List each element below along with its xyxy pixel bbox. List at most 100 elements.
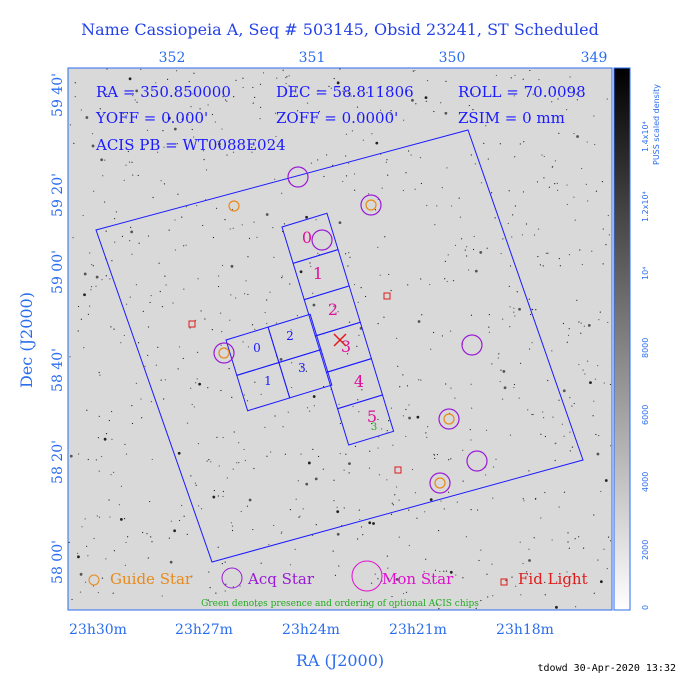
star-dot bbox=[543, 177, 545, 179]
star-dot bbox=[562, 322, 565, 325]
star-dot bbox=[289, 283, 291, 285]
star-dot bbox=[608, 234, 610, 236]
note: Green denotes presence and ordering of o… bbox=[201, 599, 479, 609]
star-dot bbox=[129, 240, 131, 242]
star-dot bbox=[480, 599, 482, 602]
star-dot bbox=[312, 292, 314, 294]
star-dot bbox=[362, 121, 364, 123]
star-dot bbox=[408, 544, 410, 547]
star-dot bbox=[174, 219, 176, 221]
bottom-tick: 23h21m bbox=[389, 622, 447, 638]
i-chip-label: 0 bbox=[253, 341, 261, 355]
star-dot bbox=[495, 74, 498, 77]
star-dot bbox=[569, 450, 571, 452]
star-dot bbox=[426, 204, 428, 207]
star-dot bbox=[164, 379, 167, 381]
star-dot bbox=[444, 278, 446, 280]
star-dot bbox=[189, 121, 191, 123]
star-dot bbox=[91, 264, 93, 266]
star-dot bbox=[313, 405, 315, 407]
star-dot bbox=[81, 526, 83, 528]
star-dot bbox=[609, 540, 612, 542]
star-dot bbox=[378, 474, 381, 476]
star-dot bbox=[528, 559, 531, 562]
star-field bbox=[68, 68, 612, 610]
star-dot bbox=[176, 143, 178, 145]
star-dot bbox=[509, 326, 511, 328]
star-dot bbox=[403, 119, 405, 121]
star-dot bbox=[472, 248, 475, 251]
star-dot bbox=[109, 278, 111, 280]
star-dot bbox=[326, 154, 328, 156]
star-dot bbox=[369, 450, 371, 452]
star-dot bbox=[554, 459, 556, 462]
star-dot bbox=[526, 571, 528, 573]
star-dot bbox=[370, 86, 372, 88]
star-dot bbox=[593, 400, 595, 402]
star-dot bbox=[106, 68, 108, 70]
star-dot bbox=[115, 211, 117, 213]
star-dot bbox=[195, 382, 197, 384]
star-dot bbox=[377, 418, 379, 421]
star-dot bbox=[581, 263, 583, 266]
star-dot bbox=[547, 379, 549, 382]
star-dot bbox=[441, 335, 444, 337]
star-dot bbox=[141, 417, 143, 419]
star-dot bbox=[491, 563, 493, 565]
star-dot bbox=[552, 87, 555, 89]
star-dot bbox=[285, 77, 287, 79]
star-dot bbox=[205, 169, 208, 171]
star-dot bbox=[229, 228, 231, 230]
star-dot bbox=[513, 95, 515, 97]
star-dot bbox=[131, 253, 133, 255]
star-dot bbox=[567, 532, 569, 534]
star-dot bbox=[474, 269, 478, 273]
star-dot bbox=[74, 96, 76, 98]
star-dot bbox=[332, 164, 334, 166]
star-dot bbox=[607, 321, 609, 324]
star-dot bbox=[516, 291, 518, 293]
star-dot bbox=[585, 183, 587, 185]
star-dot bbox=[558, 399, 560, 401]
star-dot bbox=[146, 129, 149, 131]
star-dot bbox=[425, 100, 427, 102]
star-dot bbox=[191, 575, 193, 577]
star-dot bbox=[444, 260, 446, 263]
star-dot bbox=[544, 491, 546, 494]
star-dot bbox=[445, 80, 447, 82]
legend-guide-icon bbox=[88, 574, 100, 586]
star-dot bbox=[528, 348, 531, 350]
star-dot bbox=[253, 221, 255, 223]
star-dot bbox=[294, 548, 296, 550]
star-dot bbox=[275, 322, 278, 324]
star-dot bbox=[287, 118, 289, 121]
star-dot bbox=[518, 397, 520, 399]
star-dot bbox=[202, 224, 204, 227]
star-dot bbox=[127, 536, 129, 538]
star-dot bbox=[293, 95, 296, 97]
star-dot bbox=[87, 555, 89, 557]
star-dot bbox=[334, 574, 337, 576]
star-dot bbox=[183, 245, 185, 247]
star-dot bbox=[514, 156, 516, 158]
star-dot bbox=[475, 607, 477, 610]
star-dot bbox=[147, 142, 150, 144]
star-dot bbox=[599, 580, 603, 584]
star-dot bbox=[405, 172, 407, 174]
star-dot bbox=[192, 93, 194, 95]
star-dot bbox=[532, 413, 534, 416]
star-dot bbox=[378, 86, 381, 88]
star-dot bbox=[147, 235, 150, 237]
star-dot bbox=[542, 411, 544, 413]
star-dot bbox=[176, 70, 178, 72]
star-dot bbox=[468, 269, 470, 271]
star-dot bbox=[371, 422, 373, 425]
star-dot bbox=[142, 310, 144, 312]
star-dot bbox=[132, 95, 134, 97]
star-dot bbox=[345, 253, 347, 255]
star-dot bbox=[119, 517, 123, 521]
star-dot bbox=[191, 128, 193, 131]
star-dot bbox=[266, 322, 268, 325]
star-dot bbox=[91, 133, 94, 135]
star-dot bbox=[596, 452, 600, 456]
